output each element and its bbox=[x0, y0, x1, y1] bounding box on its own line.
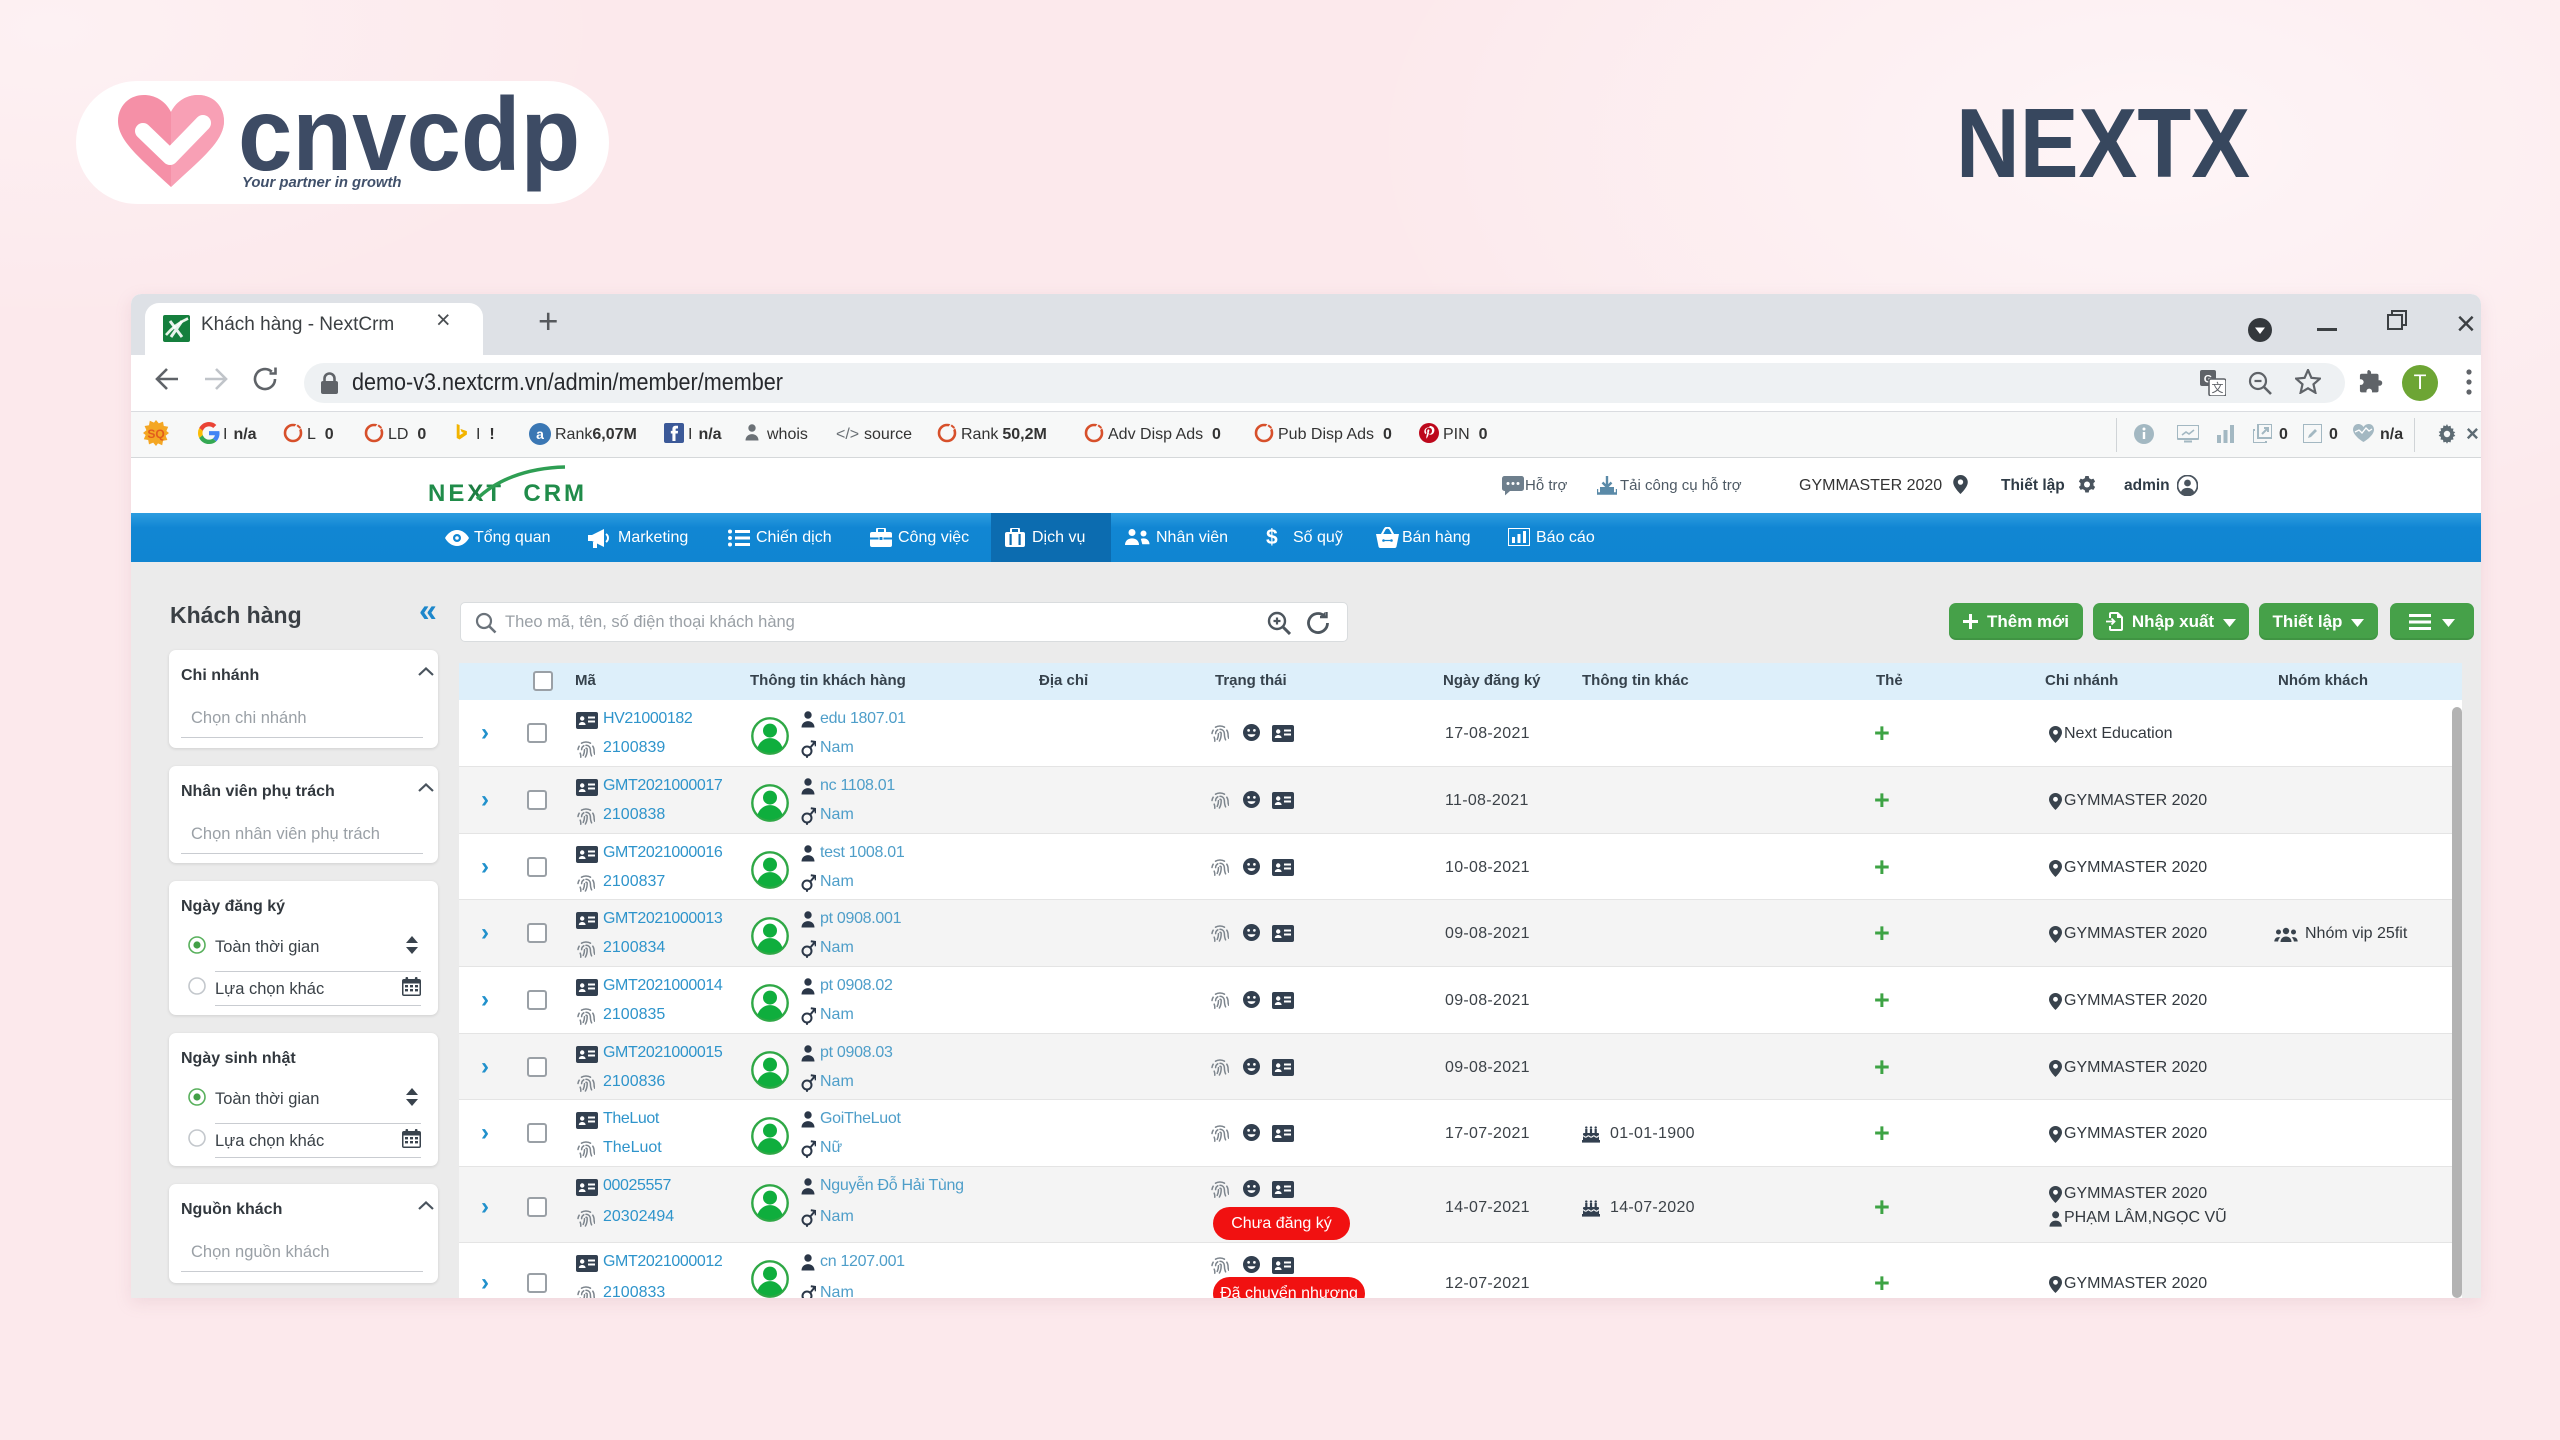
svg-text:SQ: SQ bbox=[147, 427, 164, 441]
svg-text:G: G bbox=[2204, 374, 2213, 386]
svg-text:文: 文 bbox=[2211, 380, 2223, 395]
svg-text:a: a bbox=[536, 426, 544, 442]
